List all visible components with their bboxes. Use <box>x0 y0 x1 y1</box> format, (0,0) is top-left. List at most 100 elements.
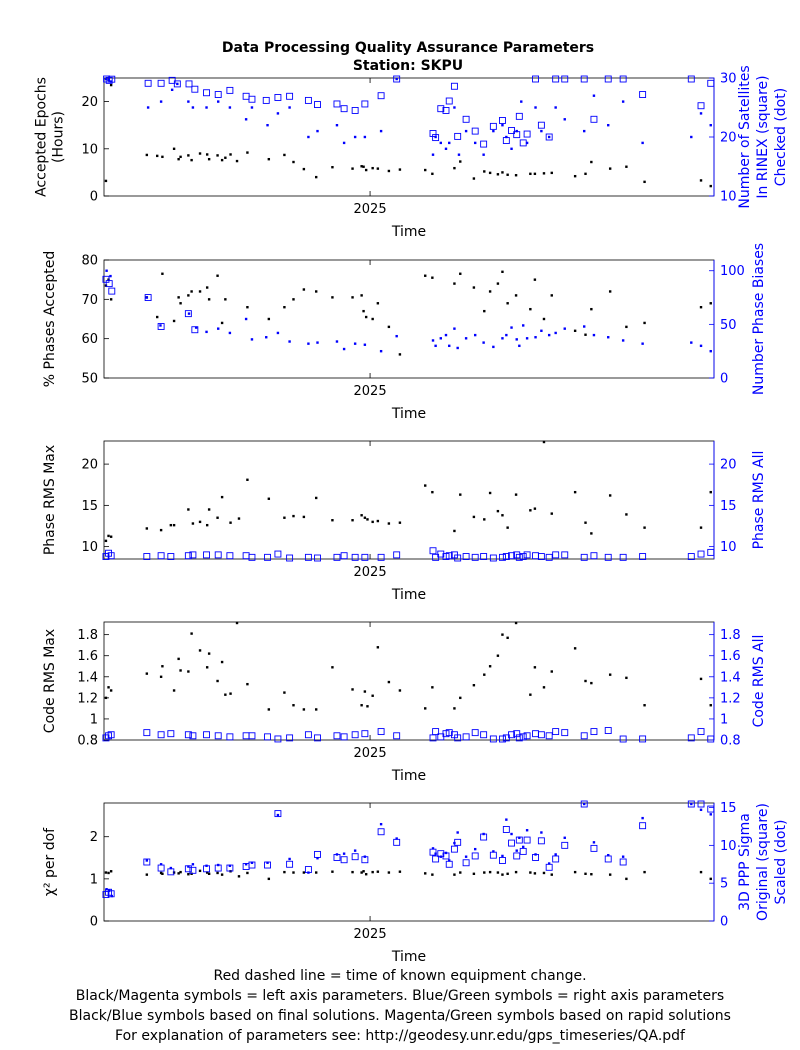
data-point-square <box>508 731 515 739</box>
data-point-dot <box>363 516 367 519</box>
data-point-dot <box>506 173 509 176</box>
data-point-dot <box>690 341 693 344</box>
data-point-dot <box>307 135 310 139</box>
data-point-dot <box>172 523 176 527</box>
data-point-dot <box>506 636 509 640</box>
data-point-dot <box>625 165 628 168</box>
data-point-dot <box>228 331 232 335</box>
data-point-dot <box>501 854 504 858</box>
data-point-square <box>523 130 531 138</box>
data-point-dot <box>159 324 162 327</box>
data-point-dot <box>267 497 271 500</box>
data-point-square <box>508 127 515 134</box>
data-point-dot <box>351 688 354 691</box>
right-tick-label: 30 <box>720 72 737 87</box>
panel-5: 0 1 2 0 5 10 15 2025 Time χ² per dof 3D PPP Sigma O… <box>42 800 789 965</box>
left-tick-label: 1.2 <box>77 691 98 706</box>
data-point-square <box>333 732 341 740</box>
data-point-dot <box>331 519 334 522</box>
data-point-dot <box>584 521 587 524</box>
data-point-dot <box>229 521 232 524</box>
data-point-dot <box>179 870 182 874</box>
data-point-dot <box>424 707 427 710</box>
data-point-dot <box>506 302 509 305</box>
data-point-dot <box>342 141 346 145</box>
data-point-square <box>264 553 271 561</box>
data-point-dot <box>643 321 646 325</box>
data-point-square <box>214 732 222 740</box>
data-point-dot <box>483 518 486 521</box>
data-point-dot <box>104 179 108 183</box>
data-point-dot <box>482 832 485 836</box>
data-point-square <box>697 800 705 808</box>
data-point-dot <box>387 325 391 329</box>
data-point-dot <box>518 836 521 839</box>
data-point-dot <box>525 337 529 340</box>
data-point-square <box>351 553 359 561</box>
data-point-dot <box>105 888 108 891</box>
data-point-dot <box>190 872 193 875</box>
data-point-dot <box>302 708 306 711</box>
data-point-square <box>523 836 531 844</box>
data-point-square <box>523 551 531 559</box>
panel-2: 50 60 70 80 0 50 100 2025 Time % Phases Accepted N… <box>42 243 767 422</box>
data-point-square <box>340 552 348 560</box>
data-point-dot <box>621 855 625 858</box>
data-point-square <box>184 552 192 560</box>
data-point-square <box>462 115 470 123</box>
data-point-dot <box>472 177 476 180</box>
right-tick-label: 1.2 <box>720 691 741 706</box>
data-point-dot <box>592 333 596 337</box>
data-point-dot <box>505 333 508 337</box>
data-point-dot <box>169 523 173 527</box>
data-point-square <box>590 115 598 123</box>
series-right-dot <box>105 802 712 898</box>
data-point-dot <box>156 315 159 319</box>
data-point-dot <box>501 270 504 273</box>
data-point-square <box>515 734 523 742</box>
data-point-dot <box>424 274 427 277</box>
data-point-dot <box>699 870 703 874</box>
data-point-dot <box>431 490 434 494</box>
data-point-dot <box>439 855 442 858</box>
data-point-dot <box>187 865 190 868</box>
plot-frame <box>103 802 715 922</box>
data-point-dot <box>554 331 557 335</box>
data-point-dot <box>205 106 208 109</box>
data-point-dot <box>379 349 383 353</box>
data-point-dot <box>496 509 500 513</box>
data-point-square <box>340 733 348 741</box>
data-point-square <box>471 729 479 737</box>
data-point-dot <box>276 112 280 115</box>
data-point-square <box>226 733 234 741</box>
data-point-square <box>604 855 612 863</box>
data-point-square <box>144 294 152 301</box>
data-point-dot <box>709 349 712 353</box>
data-point-dot <box>276 331 280 335</box>
footer-line-3: Black/Blue symbols based on final soluti… <box>69 1008 731 1024</box>
data-point-dot <box>315 496 318 500</box>
x-tick-label: 2025 <box>354 746 387 761</box>
data-point-dot <box>398 689 402 692</box>
data-point-dot <box>187 670 190 673</box>
data-point-dot <box>109 535 113 538</box>
data-point-square <box>432 134 440 142</box>
data-point-square <box>262 96 270 104</box>
data-point-dot <box>265 336 268 339</box>
data-point-dot <box>464 855 468 858</box>
data-point-dot <box>267 877 271 881</box>
data-point-dot <box>205 864 208 867</box>
data-point-square <box>286 554 294 562</box>
data-point-dot <box>244 863 248 866</box>
data-point-dot <box>395 334 398 338</box>
data-point-square <box>203 731 210 739</box>
data-point-square <box>519 847 527 855</box>
left-tick-label: 70 <box>81 293 98 308</box>
data-point-dot <box>488 290 492 293</box>
data-point-square <box>532 730 539 738</box>
data-point-dot <box>483 673 486 676</box>
data-point-square <box>480 140 488 148</box>
data-point-square <box>561 551 569 559</box>
right-tick-label: 100 <box>720 264 745 279</box>
data-point-dot <box>709 877 712 881</box>
